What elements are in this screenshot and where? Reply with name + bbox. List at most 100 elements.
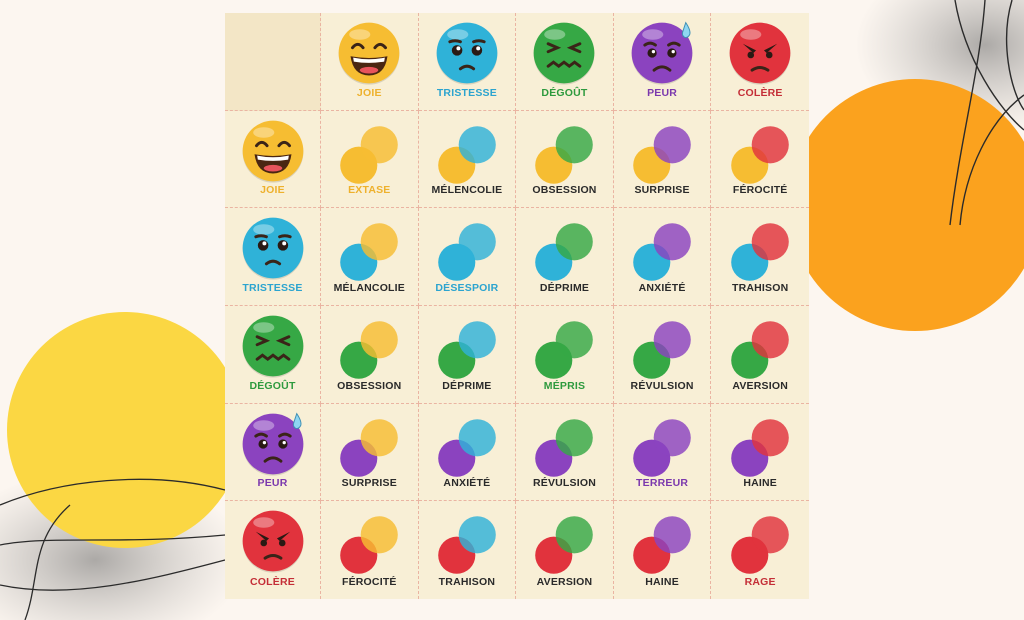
venn-mix-icon — [438, 516, 496, 575]
combination-label: FÉROCITÉ — [732, 184, 788, 197]
laughing-face-icon — [242, 120, 303, 183]
emotion-label: JOIE — [260, 184, 285, 197]
venn-mix-icon — [535, 516, 594, 575]
venn-mix-icon — [633, 418, 691, 477]
venn-mix-icon — [438, 321, 496, 379]
combination-cell-degout-joie: OBSESSION — [321, 305, 419, 404]
combination-cell-degout-peur: RÉVULSION — [613, 305, 712, 404]
combination-label: RAGE — [744, 575, 776, 588]
column-header-peur: PEUR — [613, 13, 712, 111]
row-header-degout: DÉGOÛT — [225, 305, 321, 404]
combination-label: RÉVULSION — [630, 379, 694, 392]
combination-cell-joie-joie: EXTASE — [321, 110, 419, 209]
combination-cell-joie-tristesse: MÉLENCOLIE — [418, 110, 517, 209]
row-header-peur: PEUR — [225, 403, 321, 502]
sad-face-icon — [242, 217, 303, 280]
combination-label: ANXIÉTÉ — [638, 281, 686, 294]
disgusted-face-icon — [242, 315, 303, 378]
combination-label: HAINE — [743, 477, 777, 490]
combination-label: TERREUR — [636, 477, 689, 490]
combination-cell-colere-tristesse: TRAHISON — [419, 501, 517, 599]
venn-mix-icon — [340, 321, 399, 379]
combination-label: DÉPRIME — [539, 281, 590, 294]
emotion-label: JOIE — [356, 86, 382, 99]
fearful-face-icon — [631, 21, 693, 85]
emotion-combination-grid: JOIE TRISTESSE DÉGOÛT PEUR COLÈRE JOIE EXTASE M… — [225, 13, 809, 599]
combination-label: AVERSION — [536, 575, 593, 588]
venn-mix-icon — [731, 125, 789, 184]
column-header-colere: COLÈRE — [711, 13, 809, 111]
combination-cell-colere-colere: RAGE — [711, 501, 809, 599]
column-header-degout: DÉGOÛT — [516, 13, 614, 111]
orange-circle — [789, 79, 1024, 331]
combination-cell-peur-colere: HAINE — [711, 404, 809, 502]
angry-face-icon — [242, 510, 303, 573]
combination-label: HAINE — [645, 575, 679, 588]
venn-mix-icon — [340, 223, 399, 282]
combination-label: MÉLENCOLIE — [431, 184, 503, 197]
combination-cell-colere-joie: FÉROCITÉ — [321, 501, 419, 599]
emotion-label: COLÈRE — [250, 575, 295, 588]
combination-label: TRAHISON — [731, 281, 789, 294]
emotion-label: PEUR — [257, 477, 288, 490]
venn-mix-icon — [340, 125, 399, 184]
row-header-joie: JOIE — [225, 110, 321, 209]
venn-mix-icon — [633, 321, 691, 379]
combination-cell-tristesse-joie: MÉLANCOLIE — [321, 208, 419, 306]
combination-label: ANXIÉTÉ — [443, 477, 491, 490]
combination-cell-degout-degout: MÉPRIS — [516, 305, 614, 404]
venn-mix-icon — [438, 125, 496, 184]
combination-label: OBSESSION — [337, 379, 402, 392]
column-header-joie: JOIE — [321, 13, 419, 111]
venn-mix-icon — [731, 516, 789, 575]
angry-face-icon — [729, 22, 791, 85]
disgusted-face-icon — [534, 22, 595, 85]
combination-cell-tristesse-peur: ANXIÉTÉ — [613, 208, 712, 306]
combination-cell-peur-degout: RÉVULSION — [516, 403, 614, 502]
combination-label: SURPRISE — [634, 184, 690, 197]
venn-mix-icon — [535, 125, 594, 184]
combination-label: RÉVULSION — [532, 477, 597, 490]
venn-mix-icon — [535, 223, 594, 282]
emotion-label: COLÈRE — [737, 86, 783, 99]
combination-cell-degout-colere: AVERSION — [711, 306, 809, 404]
combination-label: MÉLANCOLIE — [333, 281, 405, 294]
combination-cell-tristesse-degout: DÉPRIME — [516, 208, 614, 306]
fearful-face-icon — [242, 412, 303, 476]
venn-mix-icon — [731, 223, 789, 282]
venn-mix-icon — [535, 321, 594, 379]
combination-cell-peur-peur: TERREUR — [613, 403, 712, 502]
combination-cell-peur-tristesse: ANXIÉTÉ — [418, 403, 517, 502]
venn-mix-icon — [535, 418, 594, 477]
sad-face-icon — [436, 22, 498, 85]
combination-label: FÉROCITÉ — [341, 575, 397, 588]
venn-mix-icon — [340, 516, 399, 575]
squiggle-lines-bottom-left — [0, 478, 226, 620]
combination-cell-colere-peur: HAINE — [614, 501, 712, 599]
combination-label: AVERSION — [732, 379, 788, 392]
combination-label: MÉPRIS — [543, 379, 586, 392]
combination-label: TRAHISON — [438, 575, 496, 588]
laughing-face-icon — [338, 22, 400, 85]
venn-mix-icon — [731, 321, 789, 379]
combination-cell-degout-tristesse: DÉPRIME — [418, 305, 517, 404]
row-header-colere: COLÈRE — [225, 501, 321, 599]
emotion-label: DÉGOÛT — [249, 379, 296, 392]
combination-label: DÉPRIME — [442, 379, 492, 392]
venn-mix-icon — [633, 125, 691, 184]
venn-mix-icon — [633, 516, 691, 575]
combination-cell-tristesse-tristesse: DÉSESPOIR — [418, 208, 517, 306]
venn-mix-icon — [438, 223, 496, 282]
combination-cell-joie-peur: SURPRISE — [613, 110, 712, 209]
emotion-label: TRISTESSE — [436, 86, 497, 99]
squiggle-lines-top-right — [949, 0, 1024, 226]
combination-label: OBSESSION — [532, 184, 597, 197]
combination-label: DÉSESPOIR — [435, 281, 499, 294]
venn-mix-icon — [340, 418, 399, 477]
combination-label: EXTASE — [348, 184, 391, 197]
row-header-tristesse: TRISTESSE — [225, 208, 321, 306]
venn-mix-icon — [438, 418, 496, 477]
combination-label: SURPRISE — [341, 477, 397, 490]
combination-cell-joie-degout: OBSESSION — [516, 110, 614, 209]
